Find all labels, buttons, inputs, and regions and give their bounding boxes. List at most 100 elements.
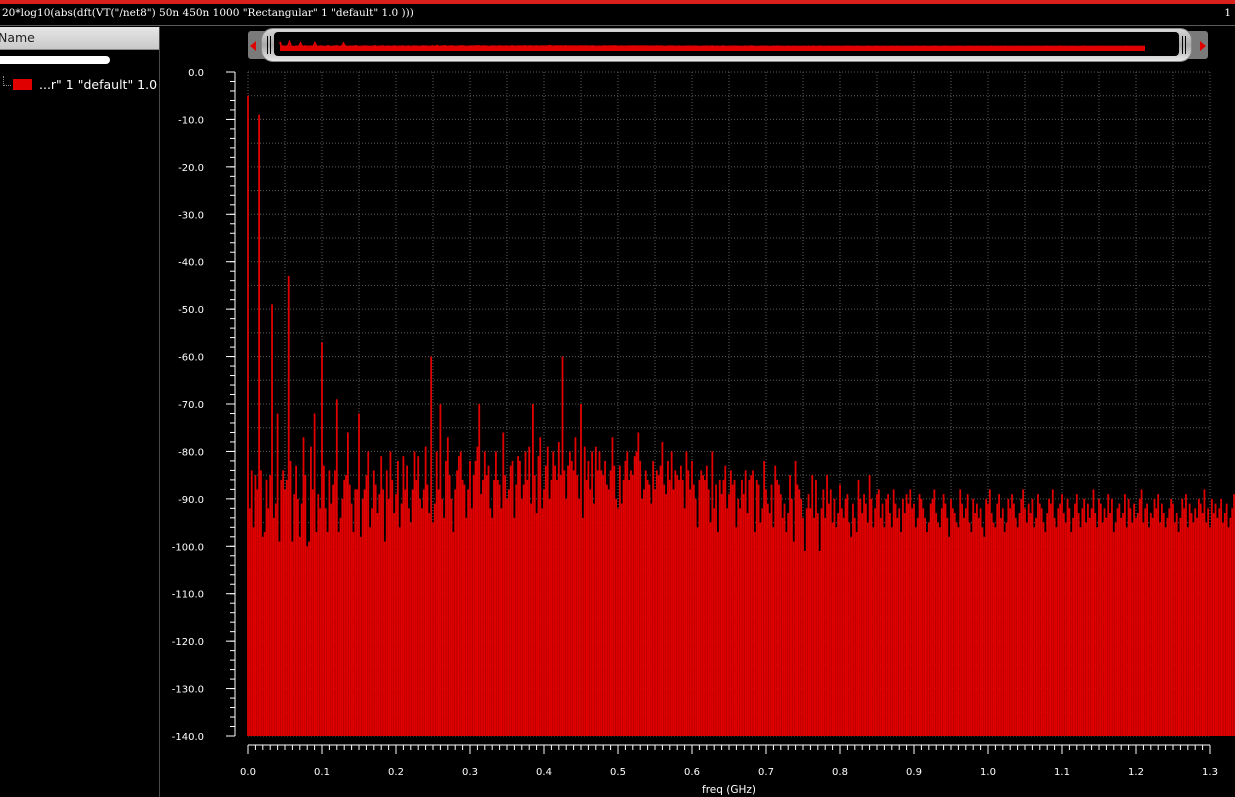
spectrum-bar — [1013, 503, 1015, 736]
spectrum-bar — [918, 494, 921, 736]
spectrum-bar — [541, 508, 544, 736]
zoom-right-handle-icon[interactable] — [1182, 36, 1186, 54]
spectrum-bar — [400, 503, 403, 736]
spectrum-bar — [794, 460, 797, 736]
trace-filter-input[interactable] — [0, 56, 110, 64]
spectrum-bar — [1009, 508, 1012, 736]
spectrum-bar — [1116, 508, 1119, 736]
spectrum-bar — [1222, 522, 1224, 736]
zoom-scrollbar[interactable] — [248, 28, 1208, 63]
spectrum-bar — [485, 475, 488, 736]
spectrum-bar — [502, 432, 505, 736]
spectrum-bar — [532, 404, 534, 736]
x-tick-label: 1.1 — [1054, 767, 1070, 778]
trace-color-swatch[interactable] — [13, 79, 32, 90]
spectrum-bar — [1011, 494, 1013, 736]
spectrum-bar — [987, 503, 989, 736]
spectrum-bar — [909, 489, 912, 736]
spectrum-bar — [1227, 527, 1230, 736]
spectrum-bar — [1162, 513, 1165, 736]
spectrum-bar — [694, 498, 697, 736]
spectrum-bar — [489, 508, 492, 736]
spectrum-bar — [657, 475, 660, 736]
spectrum-bar — [855, 532, 858, 736]
spectrum-bar — [446, 437, 449, 736]
spectrum-bar — [837, 513, 840, 736]
spectrum-bar — [783, 503, 786, 736]
spectrum-bar — [515, 484, 518, 736]
spectrum-bar — [872, 527, 875, 736]
spectrum-bar — [844, 498, 847, 736]
spectrum-bar — [624, 460, 627, 736]
spectrum-bar — [702, 475, 704, 736]
spectrum-bar — [761, 508, 764, 736]
spectrum-bar — [528, 446, 531, 736]
spectrum-bar — [402, 456, 405, 736]
spectrum-bar — [680, 465, 682, 736]
spectrum-bar — [1081, 508, 1084, 736]
spectrum-bar — [1061, 494, 1063, 736]
spectrum-bar — [630, 470, 632, 736]
spectrum-bar — [787, 513, 790, 736]
spectrum-bar — [374, 484, 377, 736]
plot-title-bar: 20*log10(abs(dft(VT("/net8") 50n 450n 10… — [0, 4, 1235, 26]
spectrum-bar — [1014, 517, 1017, 736]
spectrum-bar — [500, 508, 503, 736]
spectrum-bar — [826, 475, 828, 736]
zoom-slider-thumb[interactable] — [261, 28, 1192, 62]
spectrum-bar — [439, 404, 442, 736]
spectrum-bar — [1205, 522, 1208, 736]
spectrum-bar — [667, 460, 669, 736]
spectrum-bar — [1031, 498, 1034, 736]
spectrum-bar — [352, 532, 355, 736]
zoom-left-handle-icon[interactable] — [267, 36, 271, 54]
spectrum-bar — [583, 446, 586, 736]
spectrum-bar — [1223, 513, 1226, 736]
spectrum-bar — [755, 479, 758, 736]
spectrum-bar — [1109, 513, 1111, 736]
spectrum-bar — [441, 498, 444, 736]
spectrum-bar — [504, 475, 507, 736]
spectrum-bar — [472, 475, 475, 736]
spectrum-bar — [957, 527, 960, 736]
spectrum-bar — [1096, 527, 1099, 736]
spectrum-bar — [1218, 508, 1221, 736]
spectrum-bar — [271, 304, 273, 736]
trace-list-item[interactable]: ...r" 1 "default" 1.0 — [0, 76, 159, 94]
spectrum-bar — [1066, 498, 1069, 736]
spectrum-bar — [633, 456, 636, 736]
trace-name-header[interactable]: Name — [0, 27, 159, 50]
spectrum-bar — [852, 503, 854, 736]
scroll-right-arrow-icon[interactable] — [1200, 41, 1206, 51]
subwindow-index[interactable]: 1 — [1224, 7, 1231, 19]
spectrum-bar — [1140, 489, 1143, 736]
spectrum-bar — [948, 536, 951, 736]
spectrum-bar — [350, 503, 353, 736]
spectrum-bar — [522, 484, 525, 736]
spectrum-bar — [413, 451, 416, 736]
spectrum-bar — [1168, 508, 1171, 736]
spectrum-bar — [430, 356, 433, 736]
spectrum-bar — [746, 513, 749, 736]
spectrum-bar — [1155, 508, 1158, 736]
spectrum-bar — [1164, 527, 1167, 736]
spectrum-bar — [433, 503, 436, 736]
spectrum-bar — [881, 503, 884, 736]
spectrum-bar — [585, 479, 588, 736]
spectrum-bar — [898, 508, 901, 736]
spectrum-bar — [866, 522, 869, 736]
spectrum-bar — [261, 536, 264, 736]
y-tick-label: -40.0 — [178, 258, 204, 269]
spectrum-bar — [574, 437, 577, 736]
spectrum-bar — [652, 460, 655, 736]
spectrum-bar — [1048, 498, 1050, 736]
spectrum-bar — [613, 465, 616, 736]
spectrum-bar — [964, 508, 967, 736]
spectrum-bar — [874, 508, 877, 736]
scroll-left-arrow-icon[interactable] — [250, 41, 256, 51]
spectrum-bar — [1064, 522, 1067, 736]
spectrum-bar — [544, 465, 547, 736]
spectrum-bar — [465, 517, 468, 736]
spectrum-bar — [483, 451, 486, 736]
